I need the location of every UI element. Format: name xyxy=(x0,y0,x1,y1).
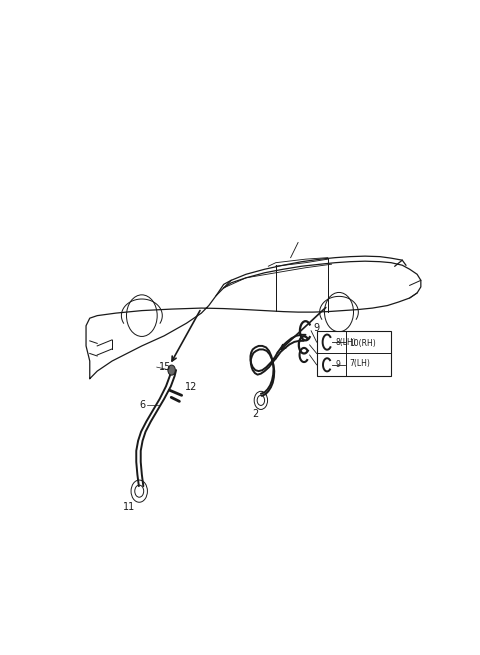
Text: 10(RH): 10(RH) xyxy=(349,339,376,348)
Text: 6: 6 xyxy=(139,400,145,411)
Text: 11: 11 xyxy=(123,502,135,512)
Text: 9: 9 xyxy=(313,323,319,333)
Text: 2: 2 xyxy=(252,409,258,419)
Text: 15: 15 xyxy=(158,362,171,372)
Bar xyxy=(317,331,391,376)
Text: 9: 9 xyxy=(335,360,340,369)
Text: 12: 12 xyxy=(185,383,197,392)
Circle shape xyxy=(168,365,175,375)
Text: 7(LH): 7(LH) xyxy=(349,359,370,368)
Text: 8(LH): 8(LH) xyxy=(335,337,356,346)
